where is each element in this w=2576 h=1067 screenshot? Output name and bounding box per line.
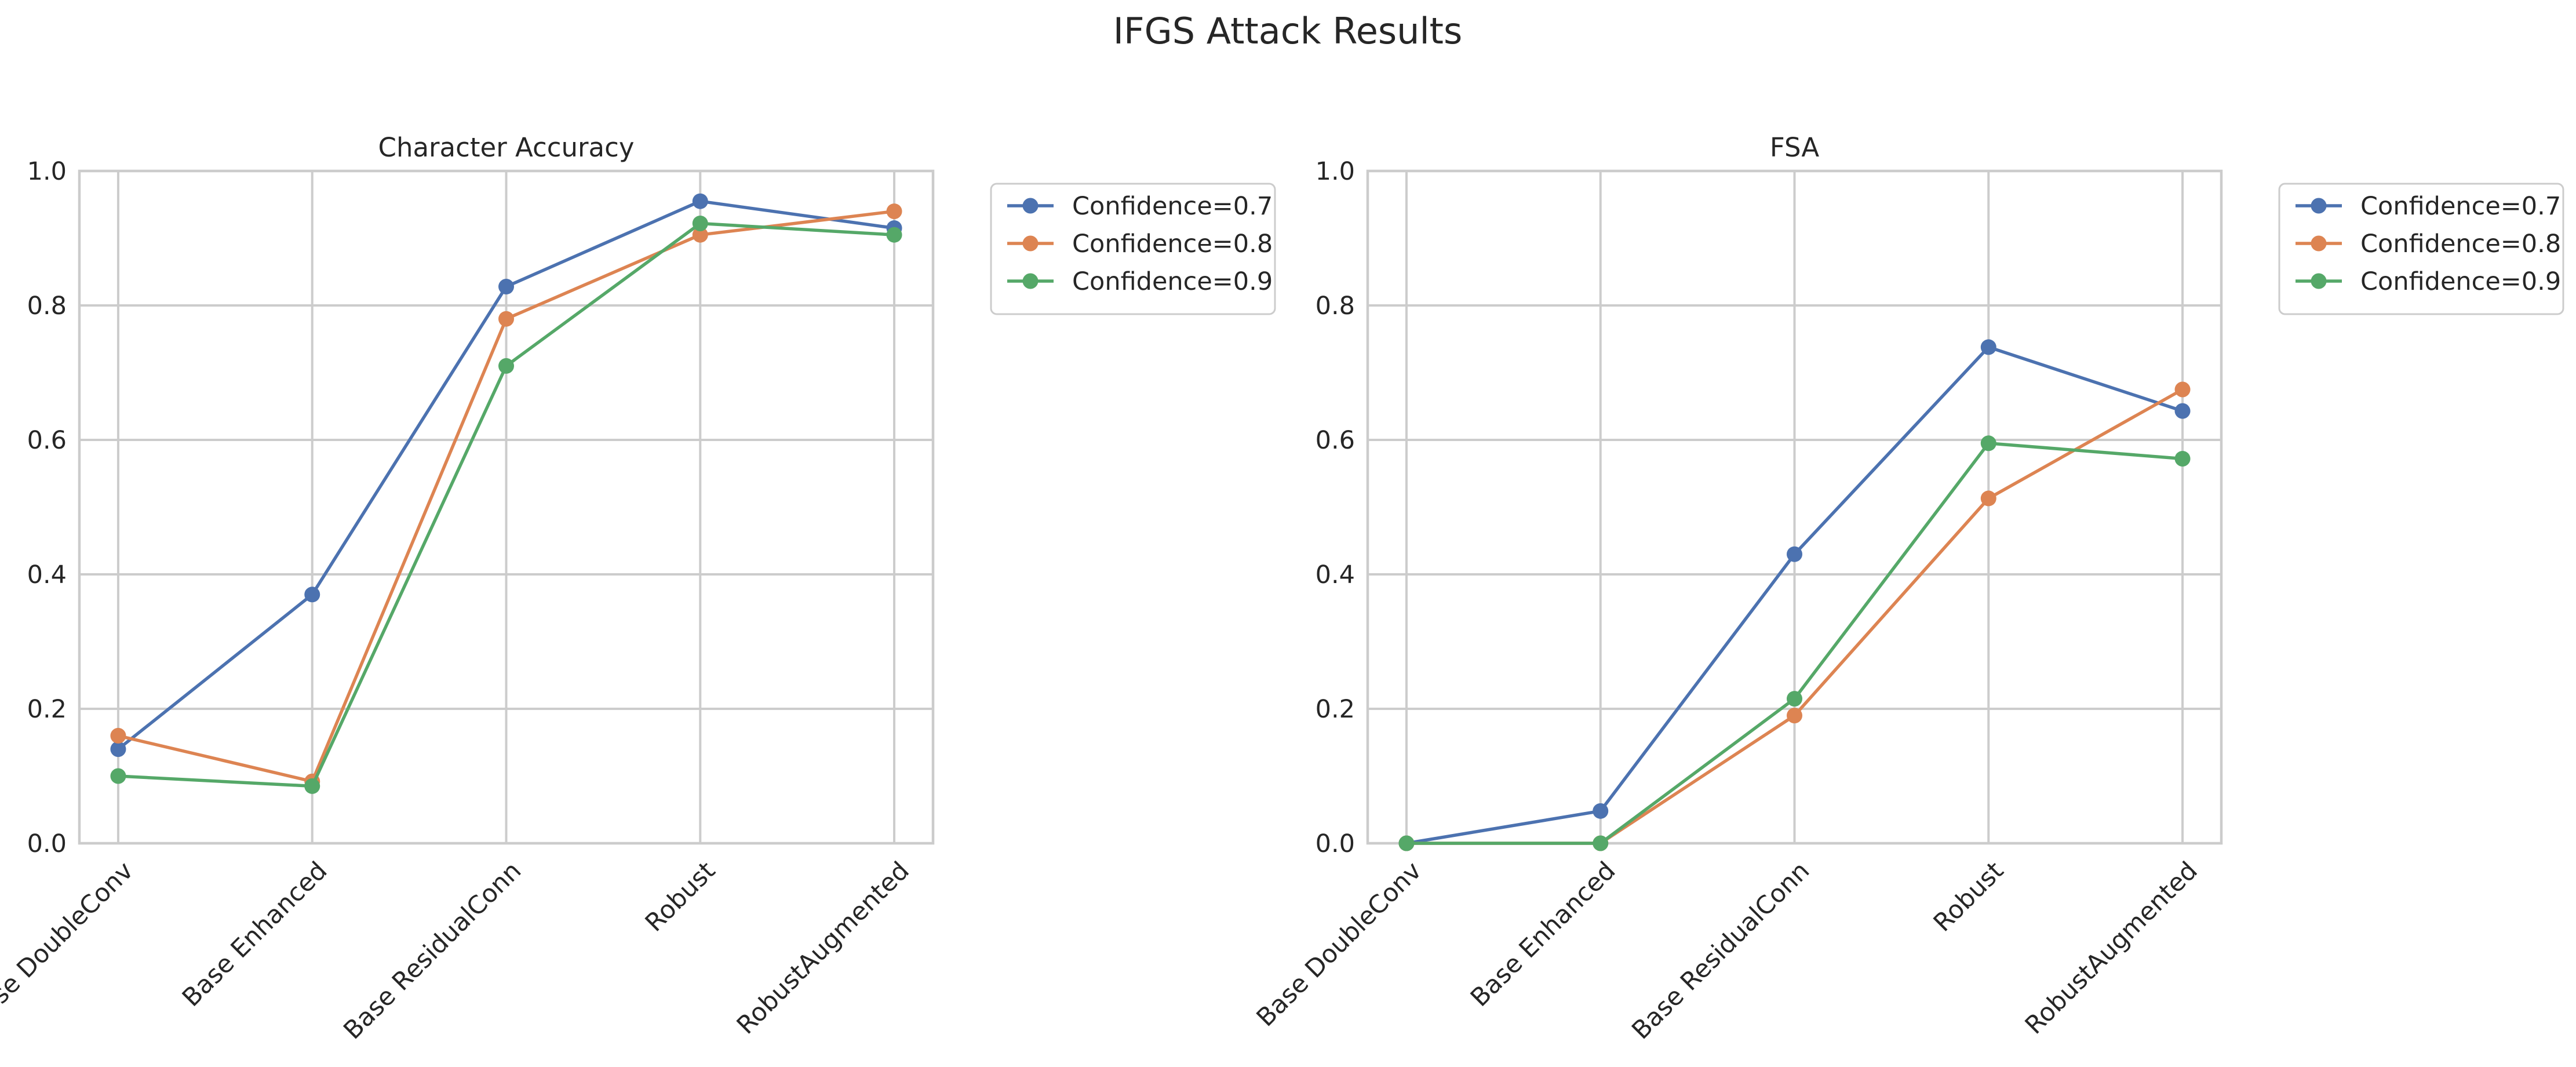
data-point (2174, 450, 2191, 467)
data-point (1980, 435, 1996, 451)
legend-handle-marker (1022, 235, 1039, 252)
data-point (2174, 403, 2191, 419)
legend-frame (990, 183, 1276, 315)
chart-title: Character Accuracy (378, 132, 635, 163)
legend-entry-label: Confidence=0.8 (2360, 230, 2561, 258)
data-point (110, 741, 126, 758)
data-point (498, 358, 514, 374)
data-point (692, 215, 708, 231)
data-point (1398, 835, 1415, 851)
y-tick-label: 0.0 (27, 829, 67, 858)
data-point (886, 227, 902, 243)
data-point (1787, 691, 1802, 707)
legend: Confidence=0.7 Confidence=0.8 Confidence=0… (2278, 183, 2564, 315)
legend-handle-marker (2311, 198, 2327, 214)
y-tick-label: 1.0 (27, 157, 67, 186)
y-tick-label: 0.8 (27, 292, 67, 321)
series-3 (1398, 435, 2191, 851)
legend-entry-label: Confidence=0.9 (1072, 267, 1273, 296)
data-point (1980, 490, 1996, 507)
y-tick-label: 1.0 (1316, 157, 1355, 186)
y-tick-label: 0.4 (27, 560, 67, 589)
series-3 (110, 215, 902, 794)
legend-handle-marker (1022, 273, 1039, 289)
data-point (110, 727, 126, 744)
y-tick-label: 0.6 (27, 426, 67, 455)
chart-title: FSA (1770, 132, 1819, 163)
data-point (1980, 339, 1996, 355)
data-point (2174, 381, 2191, 398)
y-tick-label: 0.4 (1316, 560, 1355, 589)
legend-entry-label: Confidence=0.7 (1072, 192, 1273, 221)
data-point (110, 768, 126, 784)
legend-entry-label: Confidence=0.8 (1072, 230, 1273, 258)
y-tick-label: 0.0 (1316, 829, 1355, 858)
legend-handle-marker (2311, 235, 2327, 252)
data-point (304, 778, 320, 794)
legend-entry-label: Confidence=0.7 (2360, 192, 2561, 221)
axes-frame (78, 169, 935, 845)
y-tick-label: 0.2 (1316, 695, 1355, 724)
axes-frame (1366, 169, 2223, 845)
y-tick-label: 0.8 (1316, 292, 1355, 321)
data-point (1593, 803, 1609, 819)
data-point (1787, 546, 1802, 562)
data-point (498, 311, 514, 327)
legend-handle-marker (1022, 198, 1039, 214)
legend: Confidence=0.7 Confidence=0.8 Confidence=0… (990, 183, 1276, 315)
legend-handle-marker (2311, 273, 2327, 289)
data-point (692, 193, 708, 209)
data-point (1593, 835, 1609, 851)
data-point (886, 203, 902, 220)
y-tick-label: 0.2 (27, 695, 67, 724)
data-point (1787, 708, 1802, 724)
legend-frame (2278, 183, 2564, 315)
data-point (304, 587, 320, 603)
legend-entry-label: Confidence=0.9 (2360, 267, 2561, 296)
figure-title: IFGS Attack Results (1113, 10, 1463, 52)
data-point (692, 227, 708, 243)
y-tick-label: 0.6 (1316, 426, 1355, 455)
data-point (498, 279, 514, 295)
